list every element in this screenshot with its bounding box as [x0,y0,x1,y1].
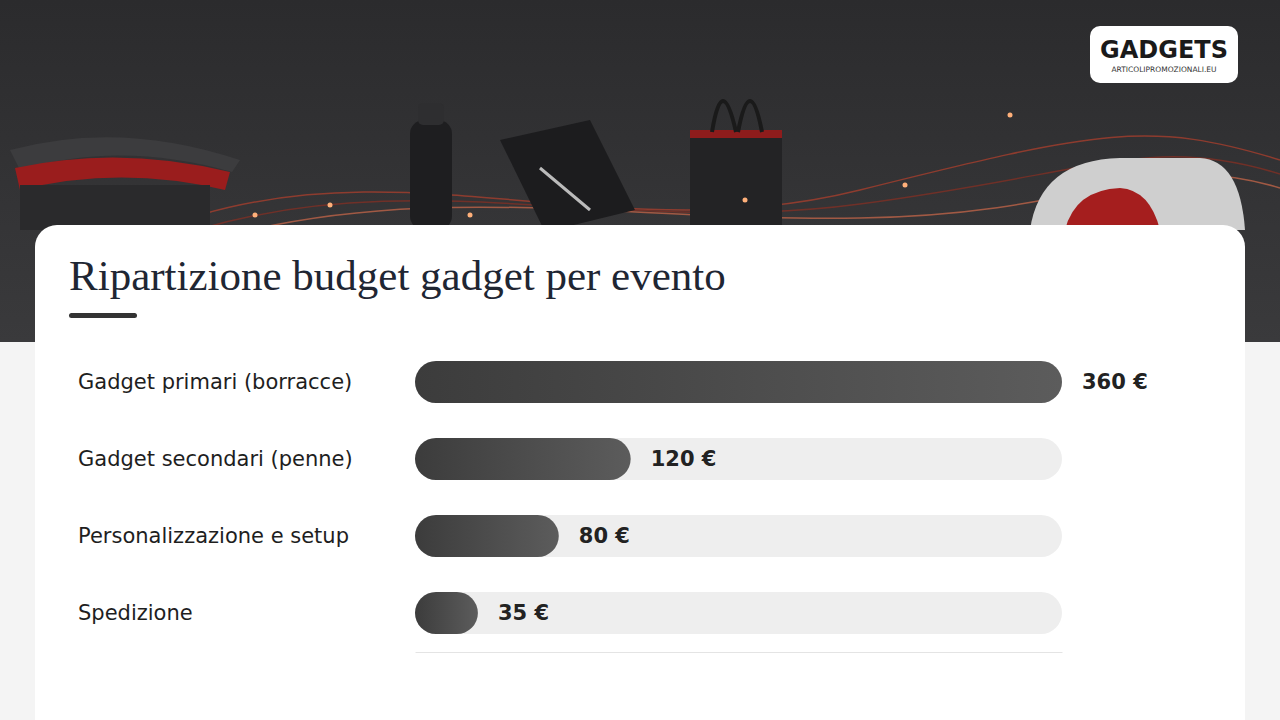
decor-notebook [500,120,635,232]
chart-title: Ripartizione budget gadget per evento [69,252,726,299]
chart-root: GADGETSARTICOLIPROMOZIONALI.EU Ripartizio… [0,0,1280,720]
decor-bottle-cap [418,103,444,125]
data-label: 80 € [579,524,630,548]
card [35,225,1245,720]
tracks [415,361,1062,634]
bar [415,592,478,634]
bar [415,515,559,557]
data-labels: 360 € 120 € 80 € 35 € [498,370,1148,625]
bar-track [415,438,1062,480]
logo-box [1090,26,1238,83]
category-label: Spedizione [78,601,193,625]
bar-track [415,361,1062,403]
x-axis [416,652,1063,653]
category-label: Personalizzazione e setup [78,524,349,548]
bar-track [415,515,1062,557]
decor-bag [690,130,782,230]
bar [415,438,631,480]
decor-ring-red [1065,188,1160,230]
data-label: 360 € [1082,370,1148,394]
decor-ring [1030,158,1245,230]
decor-spark [1008,113,1013,118]
axis-line [416,652,1063,653]
chart-svg: GADGETSARTICOLIPROMOZIONALI.EU Ripartizio… [0,0,1280,720]
category-labels: Gadget primari (borracce) Gadget secondar… [78,370,353,625]
decor-spark [743,198,748,203]
bar-track [415,592,1062,634]
category-label: Gadget primari (borracce) [78,370,352,394]
bar [415,361,1062,403]
bars [415,361,1062,634]
decor-spark [253,213,258,218]
decor-bag-handle [712,101,762,132]
title-underline [69,313,137,318]
decor-spark [903,183,908,188]
data-label: 120 € [651,447,717,471]
decor-spark [328,203,333,208]
decor-bottle [410,120,452,230]
logo-subtitle: ARTICOLIPROMOZIONALI.EU [1111,65,1216,74]
decor-spark [468,213,473,218]
category-label: Gadget secondari (penne) [78,447,353,471]
header-decor [10,101,1280,243]
data-label: 35 € [498,601,549,625]
decor-pen [540,168,590,210]
decor-stand-body [20,185,210,230]
logo-text: GADGETS [1100,36,1228,64]
